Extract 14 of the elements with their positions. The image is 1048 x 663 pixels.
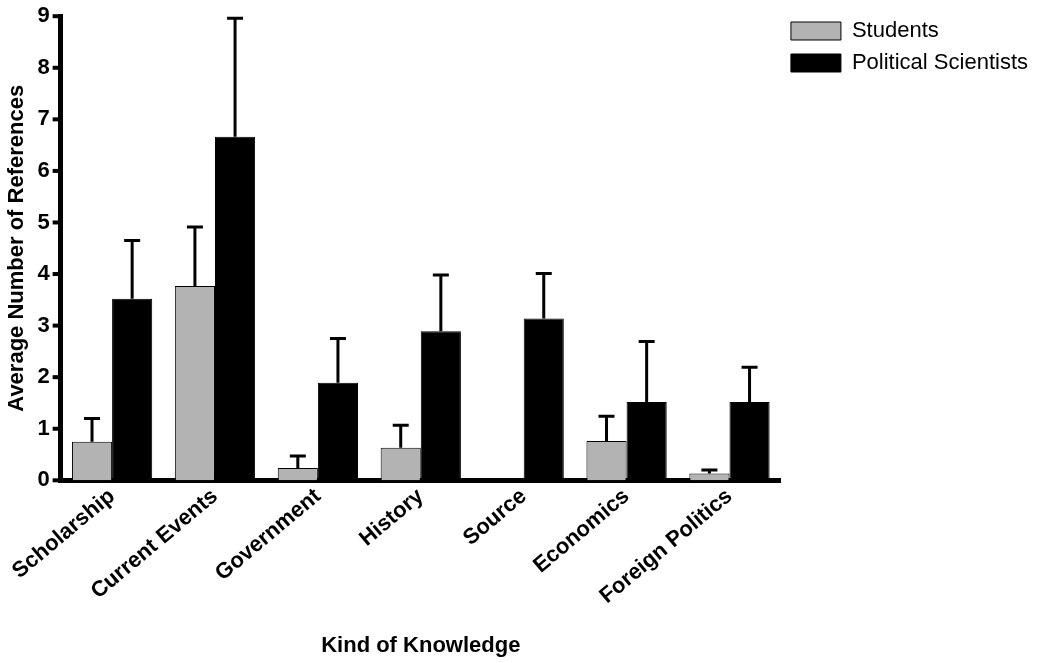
y-tick-label: 6 — [37, 156, 50, 182]
y-tick-label: 0 — [37, 466, 50, 492]
legend-label: Students — [851, 17, 939, 43]
y-tick-label: 2 — [37, 363, 50, 389]
y-tick-label: 7 — [37, 105, 50, 131]
legend-label: Political Scientists — [851, 49, 1029, 75]
y-tick-label: 3 — [37, 311, 50, 337]
y-axis-title: Average Number of References — [3, 84, 29, 412]
y-tick-label: 4 — [37, 260, 51, 286]
y-tick-label: 1 — [37, 414, 50, 440]
x-axis-title: Kind of Knowledge — [321, 631, 521, 657]
y-tick-label: 9 — [37, 2, 50, 28]
y-tick-label: 8 — [37, 53, 50, 79]
y-tick-label: 5 — [37, 208, 50, 234]
